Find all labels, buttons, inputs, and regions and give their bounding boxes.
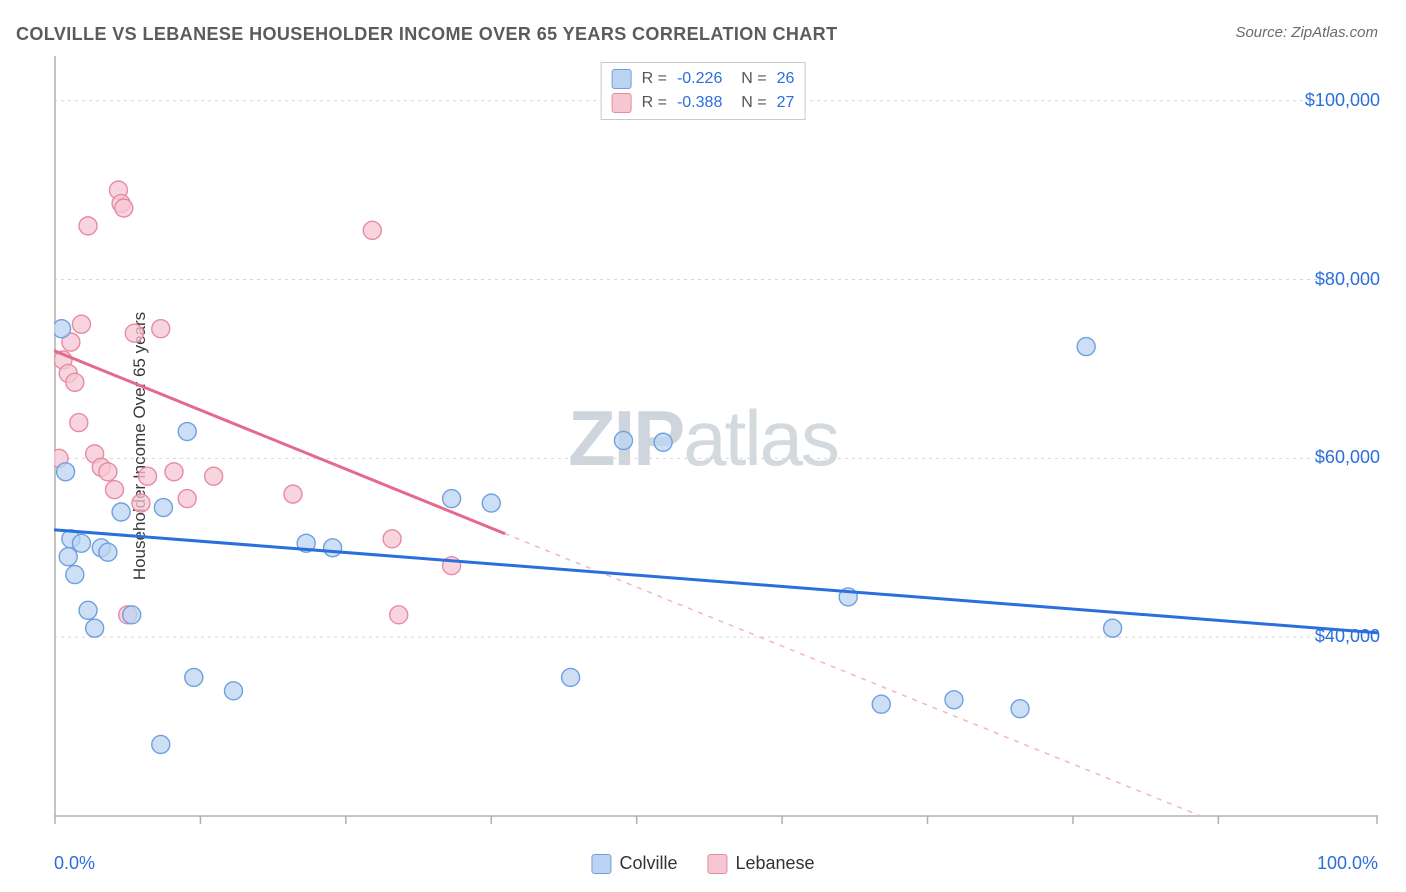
legend-label-colville: Colville bbox=[619, 853, 677, 874]
correlation-legend: R = -0.226 N = 26 R = -0.388 N = 27 bbox=[601, 62, 806, 120]
colville-point bbox=[1104, 619, 1122, 637]
colville-point bbox=[443, 490, 461, 508]
swatch-lebanese-icon bbox=[707, 854, 727, 874]
legend-n-colville: 26 bbox=[777, 67, 795, 91]
legend-r-lebanese: -0.388 bbox=[677, 91, 722, 115]
colville-point bbox=[562, 668, 580, 686]
lebanese-point bbox=[152, 320, 170, 338]
colville-point bbox=[945, 691, 963, 709]
source-attribution: Source: ZipAtlas.com bbox=[1235, 24, 1378, 41]
lebanese-point bbox=[125, 324, 143, 342]
lebanese-point bbox=[363, 221, 381, 239]
colville-point bbox=[86, 619, 104, 637]
colville-point bbox=[123, 606, 141, 624]
chart-container: COLVILLE VS LEBANESE HOUSEHOLDER INCOME … bbox=[0, 0, 1406, 892]
legend-n-lebanese: 27 bbox=[777, 91, 795, 115]
lebanese-point bbox=[284, 485, 302, 503]
lebanese-point bbox=[72, 315, 90, 333]
colville-point bbox=[154, 499, 172, 517]
scatter-plot-svg bbox=[54, 56, 1378, 846]
colville-point bbox=[185, 668, 203, 686]
colville-point bbox=[1077, 338, 1095, 356]
lebanese-point bbox=[205, 467, 223, 485]
colville-point bbox=[1011, 700, 1029, 718]
legend-r-label: R = bbox=[642, 91, 667, 115]
chart-title: COLVILLE VS LEBANESE HOUSEHOLDER INCOME … bbox=[16, 24, 837, 45]
y-tick-label: $60,000 bbox=[1315, 447, 1380, 468]
lebanese-point bbox=[115, 199, 133, 217]
swatch-lebanese bbox=[612, 93, 632, 113]
lebanese-point bbox=[105, 481, 123, 499]
lebanese-point bbox=[79, 217, 97, 235]
lebanese-point bbox=[70, 414, 88, 432]
colville-point bbox=[79, 601, 97, 619]
legend-label-lebanese: Lebanese bbox=[735, 853, 814, 874]
colville-point bbox=[99, 543, 117, 561]
legend-item-lebanese: Lebanese bbox=[707, 853, 814, 874]
colville-point bbox=[59, 548, 77, 566]
legend-item-colville: Colville bbox=[591, 853, 677, 874]
x-axis-min-label: 0.0% bbox=[54, 853, 95, 874]
colville-point bbox=[224, 682, 242, 700]
legend-n-label: N = bbox=[732, 67, 766, 91]
colville-point bbox=[54, 320, 71, 338]
colville-point bbox=[614, 431, 632, 449]
y-tick-label: $40,000 bbox=[1315, 626, 1380, 647]
colville-point bbox=[57, 463, 75, 481]
colville-point bbox=[66, 566, 84, 584]
series-legend: Colville Lebanese bbox=[591, 853, 814, 874]
legend-row-colville: R = -0.226 N = 26 bbox=[612, 67, 795, 91]
y-tick-label: $100,000 bbox=[1305, 90, 1380, 111]
colville-point bbox=[872, 695, 890, 713]
colville-point bbox=[654, 433, 672, 451]
colville-point bbox=[112, 503, 130, 521]
lebanese-point bbox=[165, 463, 183, 481]
legend-row-lebanese: R = -0.388 N = 27 bbox=[612, 91, 795, 115]
lebanese-point bbox=[139, 467, 157, 485]
colville-point bbox=[324, 539, 342, 557]
swatch-colville bbox=[612, 69, 632, 89]
legend-r-colville: -0.226 bbox=[677, 67, 722, 91]
lebanese-point bbox=[132, 494, 150, 512]
legend-n-label: N = bbox=[732, 91, 766, 115]
colville-point bbox=[482, 494, 500, 512]
colville-point bbox=[72, 534, 90, 552]
lebanese-point bbox=[99, 463, 117, 481]
colville-point bbox=[152, 735, 170, 753]
lebanese-point bbox=[178, 490, 196, 508]
x-axis-max-label: 100.0% bbox=[1317, 853, 1378, 874]
lebanese-point bbox=[390, 606, 408, 624]
y-tick-label: $80,000 bbox=[1315, 269, 1380, 290]
lebanese-point bbox=[383, 530, 401, 548]
lebanese-point bbox=[66, 373, 84, 391]
swatch-colville-icon bbox=[591, 854, 611, 874]
legend-r-label: R = bbox=[642, 67, 667, 91]
colville-point bbox=[178, 423, 196, 441]
